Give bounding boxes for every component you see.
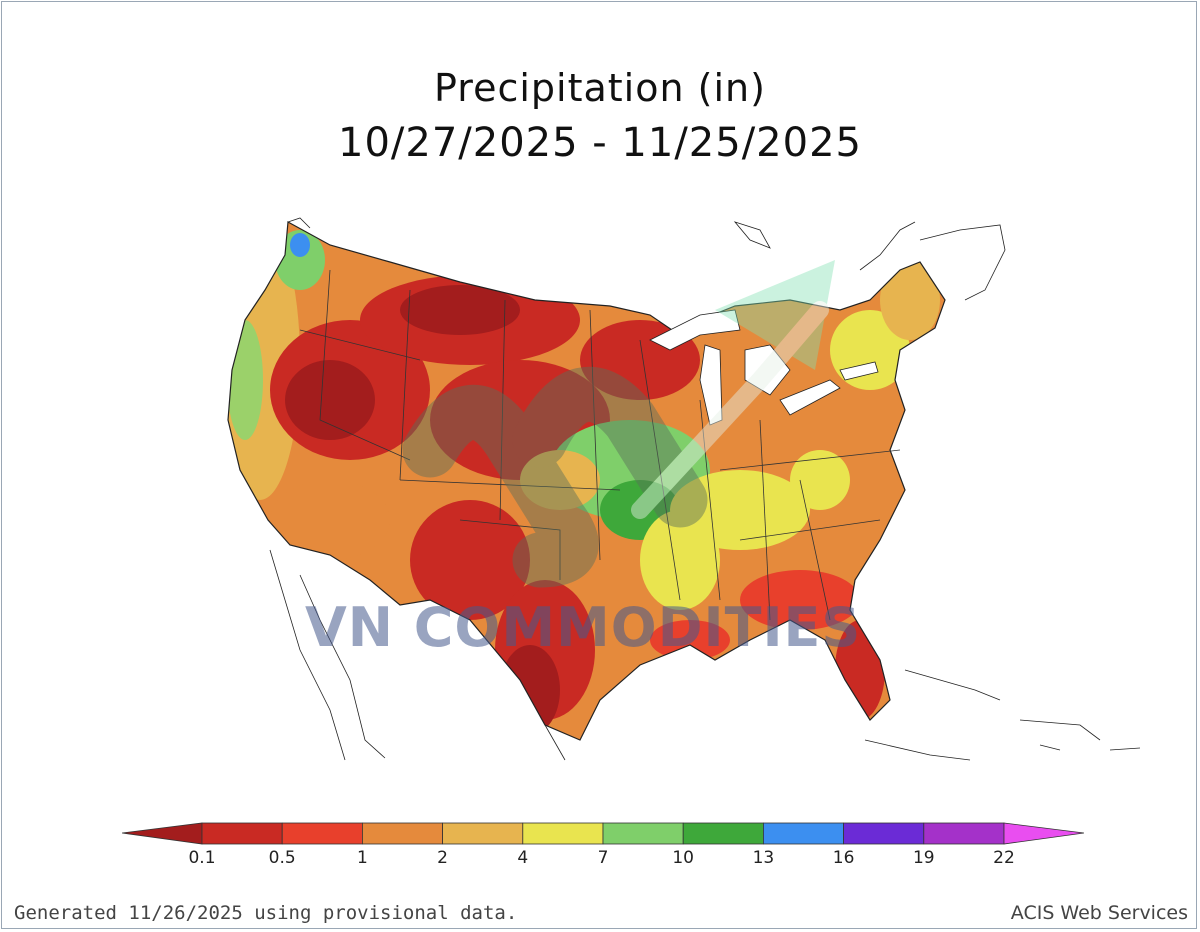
legend-tick-label: 0.1 (188, 848, 216, 868)
great-lakes (649, 309, 879, 426)
legend-tick-label: 22 (993, 848, 1015, 868)
legend-tick-label: 4 (517, 848, 529, 868)
legend-tick-label: 10 (672, 848, 695, 868)
legend-cap-low (122, 822, 203, 845)
neighbor-coastlines (269, 217, 1141, 761)
legend-tick-label: 7 (597, 848, 609, 868)
legend-tick-label: 16 (832, 848, 855, 868)
state-borders (299, 269, 901, 621)
legend-bin (281, 822, 363, 845)
color-legend (122, 822, 1084, 845)
source-credit: ACIS Web Services (1010, 902, 1188, 924)
generated-note: Generated 11/26/2025 using provisional d… (14, 902, 518, 924)
legend-bin (201, 822, 283, 845)
legend-tick-labels: 0.1 0.5 1 2 4 7 10 13 16 19 22 (0, 848, 1200, 872)
watermark-text: VN COMMODITIES (305, 596, 862, 659)
map-title: Precipitation (in) (434, 66, 766, 110)
legend-tick-label: 2 (437, 848, 449, 868)
legend-bin (522, 822, 604, 845)
legend-bin (602, 822, 684, 845)
legend-tick-label: 19 (912, 848, 935, 868)
us-outline (227, 221, 946, 741)
legend-bin (923, 822, 1005, 845)
legend-tick-label: 0.5 (268, 848, 296, 868)
legend-bin (763, 822, 845, 845)
watermark-logo (402, 260, 835, 588)
legend-bin (442, 822, 524, 845)
legend-tick-label: 1 (356, 848, 368, 868)
legend-bin (843, 822, 925, 845)
legend-cap-high (1003, 822, 1084, 845)
legend-tick-label: 13 (752, 848, 775, 868)
map-date-range: 10/27/2025 - 11/25/2025 (338, 120, 862, 166)
legend-bin (361, 822, 443, 845)
map-graphic (228, 222, 945, 740)
legend-bin (682, 822, 764, 845)
